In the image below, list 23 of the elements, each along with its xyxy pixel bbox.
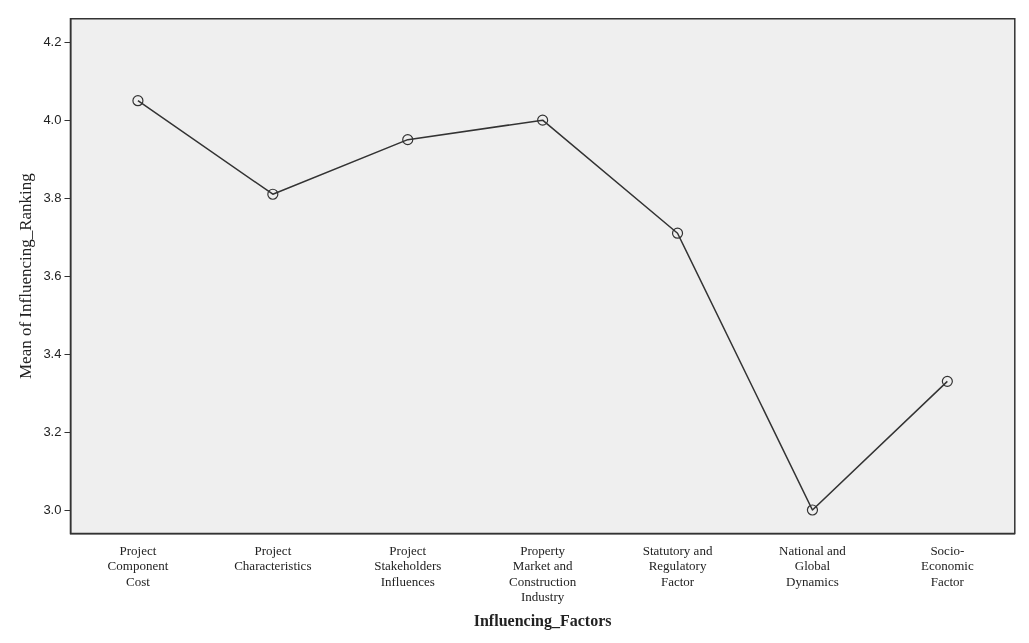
x-tick-label: Statutory and Regulatory Factor bbox=[642, 542, 713, 589]
point bbox=[806, 504, 819, 516]
x-axis-title: Influencing_Factors bbox=[473, 611, 612, 630]
point bbox=[132, 95, 144, 107]
y-tick-label: 3.4 bbox=[43, 345, 62, 361]
x-tick-label: Project Characteristics bbox=[234, 542, 312, 574]
x-tick-label: National and Global Dynamics bbox=[779, 542, 847, 589]
y-tick-label: 4.0 bbox=[43, 111, 62, 127]
y-tick-label: 4.2 bbox=[43, 33, 62, 49]
point bbox=[537, 114, 549, 126]
y-axis-title: Mean of Influencing_Ranking bbox=[15, 172, 35, 380]
point bbox=[671, 227, 684, 239]
y-tick-label: 3.2 bbox=[43, 423, 62, 439]
x-tick-label: Property Market and Construction Industry bbox=[509, 542, 577, 605]
point bbox=[267, 188, 279, 200]
y-tick-label: 3.6 bbox=[43, 267, 62, 283]
y-tick-label: 3.0 bbox=[43, 501, 62, 517]
y-tick-label: 3.8 bbox=[43, 189, 62, 205]
x-tick-label: Project Component Cost bbox=[107, 542, 169, 589]
point bbox=[402, 134, 414, 146]
x-tick-label: Socio-Economic Factor bbox=[920, 542, 974, 589]
x-tick-label: Project Stakeholders Influences bbox=[374, 542, 442, 589]
point bbox=[941, 375, 953, 387]
